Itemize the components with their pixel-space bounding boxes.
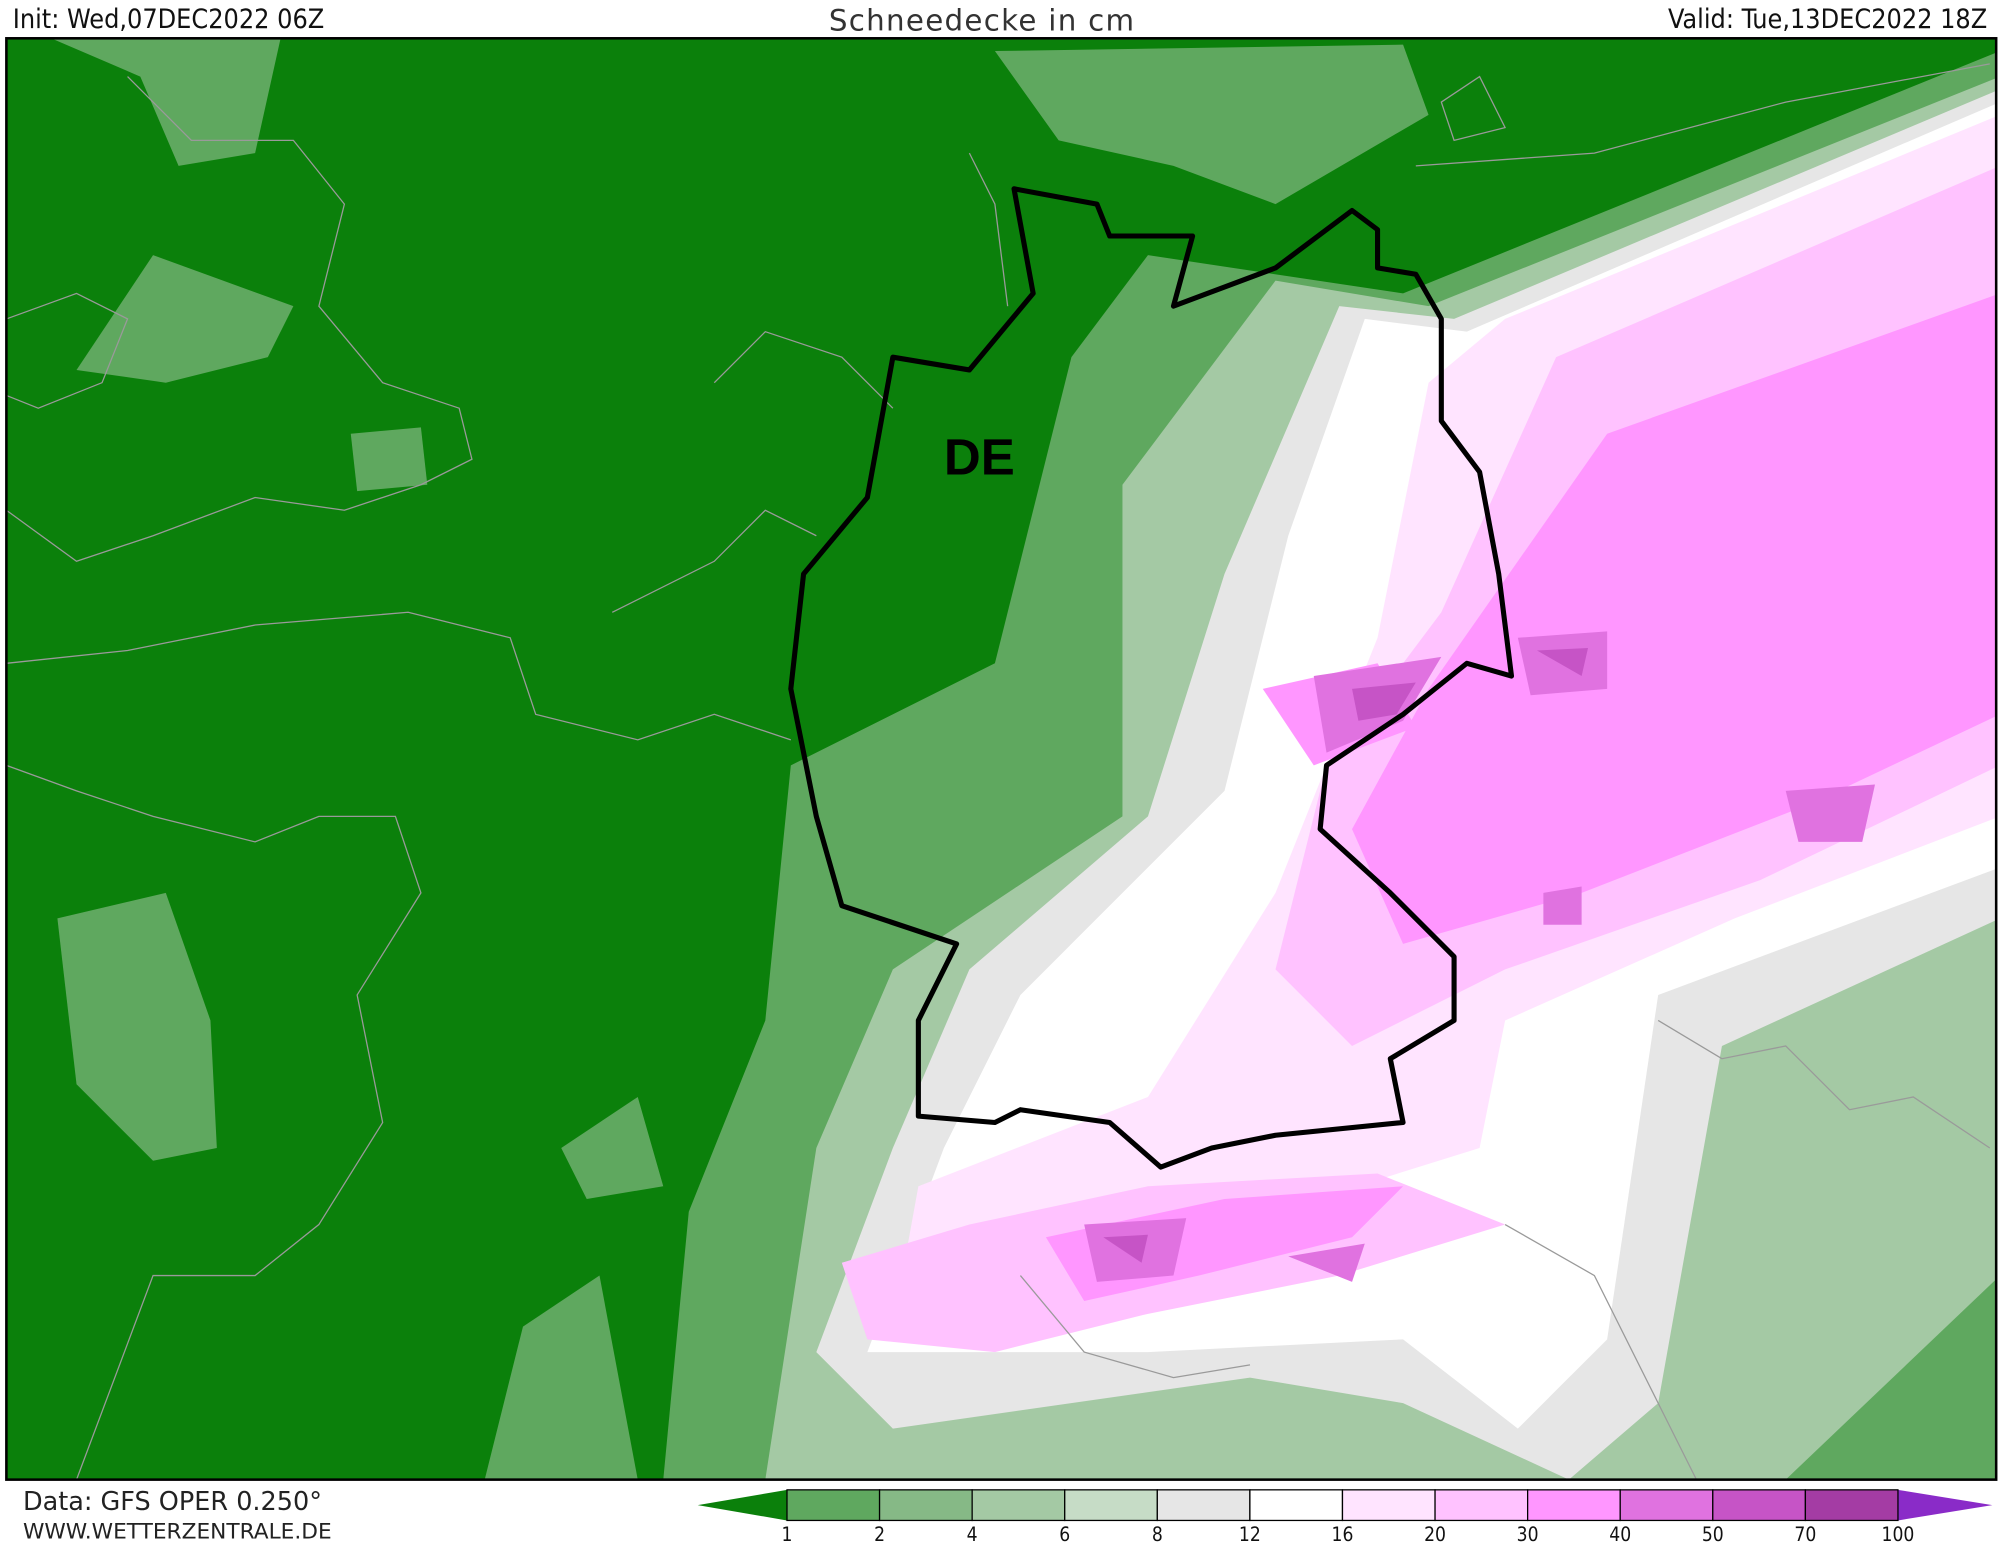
legend-color-box bbox=[1804, 1489, 1899, 1522]
website: WWW.WETTERZENTRALE.DE bbox=[23, 1519, 332, 1544]
legend-color-box bbox=[1619, 1489, 1714, 1522]
legend-color-box bbox=[1249, 1489, 1344, 1522]
legend-arrow-high bbox=[1897, 1489, 1993, 1521]
legend-tick-label: 50 bbox=[1702, 1523, 1724, 1546]
color-legend: 1 2 4 6 8 12 16 20 30 40 50 70 100 bbox=[697, 1489, 1993, 1546]
legend-color-box bbox=[971, 1489, 1066, 1522]
map-area: DE bbox=[5, 37, 1998, 1481]
legend-tick-label: 100 bbox=[1882, 1523, 1915, 1546]
legend-arrow-low bbox=[697, 1489, 787, 1521]
country-label: DE bbox=[944, 429, 1015, 486]
legend-tick-label: 40 bbox=[1609, 1523, 1631, 1546]
legend-color-box bbox=[1156, 1489, 1251, 1522]
legend-color-box bbox=[786, 1489, 881, 1522]
legend-tick-label: 16 bbox=[1332, 1523, 1354, 1546]
legend-color-box bbox=[1526, 1489, 1621, 1522]
snow-50-70cm bbox=[1103, 648, 1589, 1263]
legend-tick-label: 70 bbox=[1794, 1523, 1816, 1546]
legend-tick-label: 6 bbox=[1059, 1523, 1070, 1546]
valid-time: Valid: Tue,13DEC2022 18Z bbox=[1668, 4, 1987, 35]
germany-border bbox=[788, 186, 1515, 1170]
legend-color-box bbox=[1064, 1489, 1158, 1522]
legend-color-box bbox=[1341, 1489, 1436, 1522]
init-time: Init: Wed,07DEC2022 06Z bbox=[13, 4, 325, 35]
legend-tick-label: 4 bbox=[967, 1523, 978, 1546]
legend-tick-label: 20 bbox=[1424, 1523, 1446, 1546]
legend-tick-label: 2 bbox=[874, 1523, 885, 1546]
map-frame bbox=[5, 37, 1998, 1481]
legend-color-box bbox=[878, 1489, 973, 1522]
coastlines bbox=[6, 63, 1991, 1480]
legend-color-box bbox=[1434, 1489, 1529, 1522]
legend-tick-label: 1 bbox=[782, 1523, 793, 1546]
legend-color-box bbox=[1712, 1489, 1807, 1522]
legend-tick-label: 12 bbox=[1239, 1523, 1261, 1546]
data-source: Data: GFS OPER 0.250° bbox=[23, 1487, 322, 1517]
legend-tick-label: 8 bbox=[1152, 1523, 1163, 1546]
legend-tick-label: 30 bbox=[1517, 1523, 1539, 1546]
map-title: Schneedecke in cm bbox=[829, 4, 1136, 38]
